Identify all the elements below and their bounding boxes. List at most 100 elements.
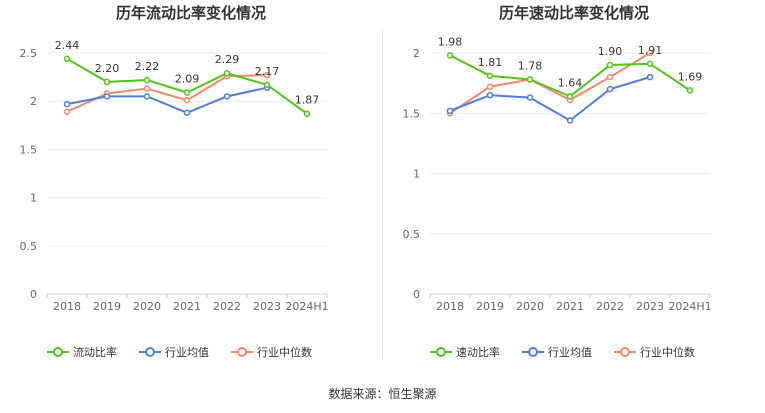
data-label: 2.29 [215,53,240,66]
legend-label: 行业中位数 [257,345,312,359]
data-point [303,110,311,117]
legend-label: 行业均值 [548,346,592,359]
x-tick-label: 2023 [636,300,664,313]
data-point [183,89,191,96]
legend-label: 行业均值 [165,346,209,359]
legend-label: 流动比率 [73,345,117,359]
chart-quick-ratio: 历年速动比率变化情况 0 0.5 1 1.5 2 2018 2019 2020 2021 2022 2… [383,0,765,380]
data-point [486,83,494,90]
x-tick-label: 2018 [53,300,81,313]
y-tick-label: 2 [30,95,37,108]
y-tick-label: 1 [413,168,420,181]
data-point [526,76,534,83]
data-point [486,72,494,80]
data-label: 2.20 [95,62,120,75]
y-tick-label: 0.5 [20,240,38,253]
data-point [446,107,454,115]
y-tick-label: 0 [413,288,420,301]
legend-item-2: 行业中位数 [614,345,695,359]
data-point [183,109,191,117]
legend-item-1: 行业均值 [139,346,209,359]
y-tick-label: 1.5 [20,143,38,156]
x-tick-label: 2020 [133,300,161,313]
chart-current-ratio: 历年流动比率变化情况 0 0.5 1 1.5 2 2.5 2018 2019 2020 2021 20… [0,0,382,380]
x-tick-label: 2021 [556,300,584,313]
x-tick-label: 2024H1 [668,300,711,313]
legend-swatch-dot [436,347,446,357]
chart-title: 历年速动比率变化情况 [499,4,649,22]
y-tick-label: 1.5 [403,107,421,120]
series-line-1 [66,86,268,114]
legend-label: 速动比率 [456,345,500,359]
legend-swatch-dot [145,347,155,357]
panel-divider [382,30,383,360]
data-label: 1.69 [678,70,703,83]
data-label: 2.09 [175,73,200,86]
legend-swatch-dot [53,347,63,357]
data-point [143,76,151,84]
data-point [63,108,71,116]
data-point [263,81,271,89]
legend-swatch-dot [237,347,247,357]
data-point [606,73,614,81]
x-tick-label: 2018 [436,300,464,313]
data-point [526,94,534,101]
legend-item-0: 流动比率 [47,345,117,359]
legend-item-0: 速动比率 [430,345,500,359]
data-source: 数据来源：恒生聚源 [328,387,437,401]
data-point [103,78,111,86]
data-label: 2.22 [135,60,160,73]
data-point [63,55,71,63]
data-point [686,87,694,94]
data-point [223,93,231,100]
y-tick-label: 2.5 [20,47,38,60]
data-point [63,100,71,108]
data-point [646,73,654,81]
data-label: 1.78 [518,60,543,73]
data-point [646,49,654,57]
x-tick-label: 2022 [213,300,241,313]
data-label: 1.91 [638,44,663,57]
legend-label: 行业中位数 [640,345,695,359]
data-label: 2.44 [55,39,80,52]
data-point [103,93,111,100]
chart-svg: 历年流动比率变化情况 0 0.5 1 1.5 2 2.5 2018 2019 2020 2021 20… [20,4,329,359]
data-point [446,52,454,59]
series-line-2 [449,52,651,115]
data-point [566,117,574,124]
legend-item-2: 行业中位数 [231,345,312,359]
data-label: 1.90 [598,45,623,58]
data-label: 1.98 [438,35,463,48]
x-tick-label: 2020 [516,300,544,313]
series-line-1 [449,76,651,122]
x-tick-label: 2023 [253,300,281,313]
x-tick-label: 2021 [173,300,201,313]
y-tick-label: 1 [30,192,37,205]
x-tick-label: 2019 [476,300,504,313]
chart-title: 历年流动比率变化情况 [116,4,266,22]
data-point [646,60,654,68]
data-point [143,85,151,92]
x-tick-label: 2024H1 [285,300,328,313]
data-point [263,71,271,79]
data-point [223,69,231,77]
data-label: 2.17 [255,65,280,78]
data-point [606,61,614,69]
legend-swatch-dot [528,347,538,357]
data-point [143,93,151,100]
chart-svg: 历年速动比率变化情况 0 0.5 1 1.5 2 2018 2019 2020 2021 2022 2… [403,4,712,359]
x-tick-label: 2019 [93,300,121,313]
y-tick-label: 2 [413,47,420,60]
y-tick-label: 0 [30,288,37,301]
legend-swatch-dot [620,347,630,357]
data-label: 1.81 [478,56,503,69]
data-label: 1.64 [558,76,583,89]
data-label: 1.87 [295,94,320,107]
legend-item-1: 行业均值 [522,346,592,359]
data-point [606,85,614,93]
data-point [183,96,191,104]
data-point [486,91,494,99]
x-tick-label: 2022 [596,300,624,313]
y-tick-label: 0.5 [403,228,421,241]
data-point [566,93,574,100]
